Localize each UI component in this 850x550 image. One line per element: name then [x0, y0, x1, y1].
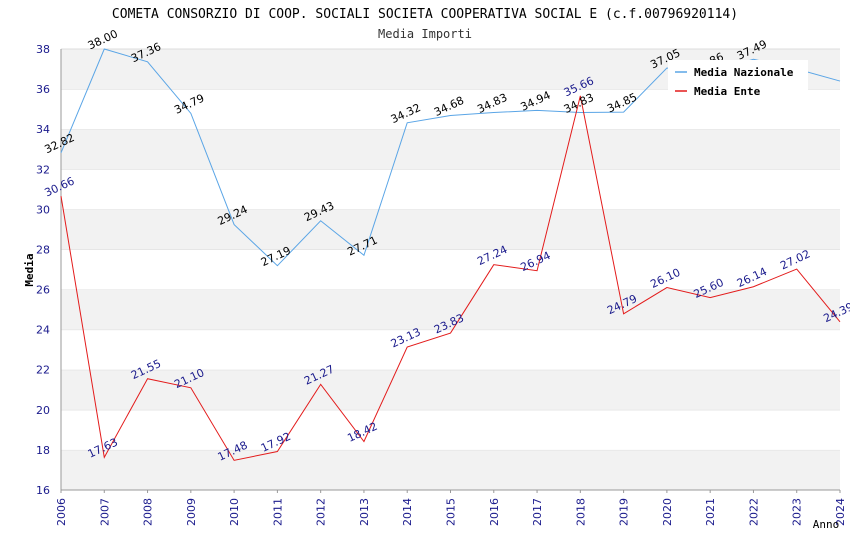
grid-band	[61, 209, 840, 250]
chart-title: COMETA CONSORZIO DI COOP. SOCIALI SOCIET…	[112, 7, 738, 22]
grid-band	[61, 129, 840, 170]
grid-band	[61, 409, 840, 450]
x-tick-label: 2024	[834, 498, 847, 526]
legend-label: Media Ente	[694, 85, 761, 98]
y-axis-label: Media	[23, 253, 36, 286]
y-tick-label: 22	[36, 364, 50, 377]
chart-subtitle: Media Importi	[378, 27, 472, 41]
x-tick-label: 2023	[791, 498, 804, 526]
x-axis-label: Anno	[813, 518, 840, 531]
x-tick-label: 2013	[358, 498, 371, 526]
x-tick-label: 2015	[445, 498, 458, 526]
x-tick-label: 2022	[747, 498, 760, 526]
grid-band	[61, 169, 840, 210]
grid-band	[61, 329, 840, 370]
x-tick-labels: 2006 2007 2008 2009 2010 2011 2012 2013 2014 2015…	[55, 490, 847, 526]
grid-band	[61, 249, 840, 290]
legend-box	[668, 60, 808, 100]
y-tick-label: 28	[36, 243, 50, 256]
y-tick-label: 38	[36, 43, 50, 56]
x-tick-label: 2009	[185, 498, 198, 526]
x-tick-label: 2020	[661, 498, 674, 526]
x-tick-label: 2016	[488, 498, 501, 526]
y-tick-label: 18	[36, 444, 50, 457]
grid-band	[61, 449, 840, 490]
x-tick-label: 2011	[271, 498, 284, 526]
y-tick-label: 26	[36, 284, 50, 297]
x-tick-label: 2017	[531, 498, 544, 526]
y-tick-label: 20	[36, 404, 50, 417]
y-tick-label: 24	[36, 324, 50, 337]
grid-band	[61, 289, 840, 330]
x-tick-label: 2006	[55, 498, 68, 526]
x-tick-label: 2014	[401, 498, 414, 526]
y-tick-label: 36	[36, 83, 50, 96]
y-tick-label: 16	[36, 484, 50, 497]
legend: Media Nazionale Media Ente	[668, 60, 808, 100]
x-tick-label: 2019	[618, 498, 631, 526]
y-tick-labels: 16 18 20 22 24 26 28 30 32 34 36 38	[36, 43, 50, 497]
y-tick-label: 32	[36, 163, 50, 176]
y-tick-label: 30	[36, 203, 50, 216]
grid-band	[61, 369, 840, 410]
series-line-media-ente	[60, 95, 841, 461]
y-tick-label: 34	[36, 123, 50, 136]
x-tick-label: 2021	[704, 498, 717, 526]
x-tick-label: 2018	[574, 498, 587, 526]
x-tick-label: 2010	[228, 498, 241, 526]
x-tick-label: 2008	[142, 498, 155, 526]
x-tick-label: 2007	[98, 498, 111, 526]
legend-label: Media Nazionale	[694, 66, 794, 79]
x-tick-label: 2012	[315, 498, 328, 526]
grid-bands	[61, 48, 840, 490]
